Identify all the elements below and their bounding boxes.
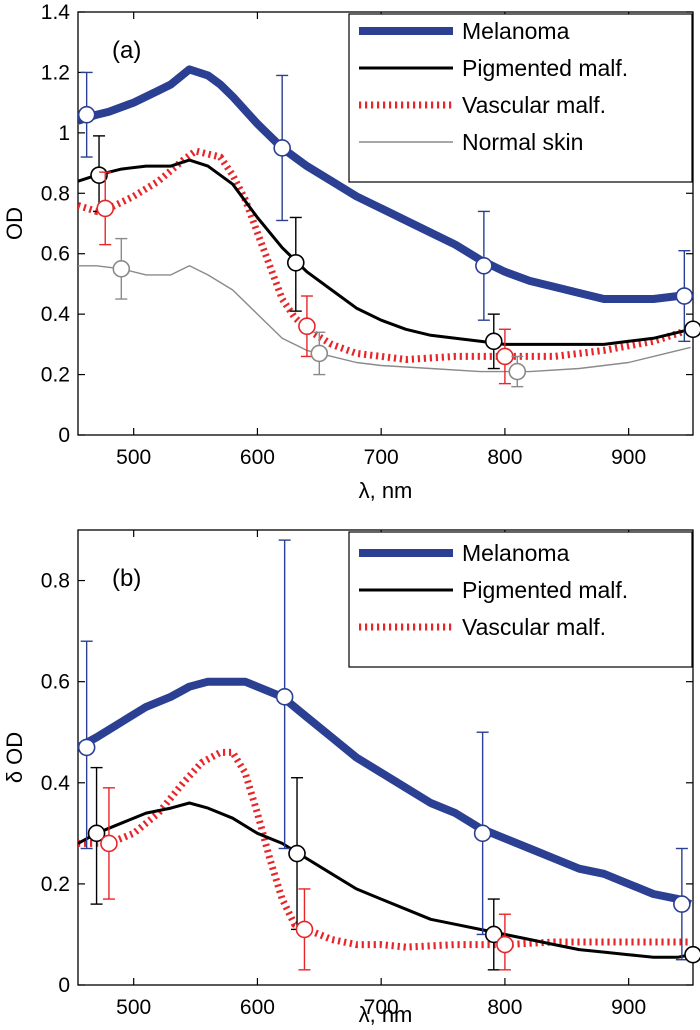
x-tick-label: 900 xyxy=(611,446,646,469)
data-point-melanoma xyxy=(273,139,291,157)
data-point-pigmented-malf xyxy=(684,320,700,339)
data-point-vascular-malf xyxy=(496,935,514,954)
data-point-melanoma xyxy=(675,287,694,305)
legend-label-melanoma: Melanoma xyxy=(462,18,570,44)
x-tick-label: 800 xyxy=(487,446,522,469)
series-line-pigmented-malf xyxy=(78,801,691,959)
x-tick-label: 600 xyxy=(240,446,275,469)
y-tick-label: 0.2 xyxy=(41,873,70,896)
panel-a-chart: 500 600 700 800 900 0 0.2 0.4 0.6 0.8 1 1.2 1.4 λ, nm… xyxy=(2,1,700,503)
data-point-vascular-malf xyxy=(298,317,316,336)
data-point-pigmented-malf xyxy=(87,824,106,843)
series-line-melanoma xyxy=(78,677,693,908)
legend-box-a xyxy=(348,13,693,183)
x-tick-label: 900 xyxy=(611,996,646,1019)
data-point-melanoma xyxy=(77,738,96,757)
x-tick-label: 700 xyxy=(364,446,399,469)
legend-label-pigmented-malf: Pigmented malf. xyxy=(462,55,628,81)
y-tick-label: 1.2 xyxy=(41,61,70,84)
series-line-pigmented-malf xyxy=(78,158,691,346)
y-tick-label: 1.4 xyxy=(41,1,71,24)
legend-label-normal-skin: Normal skin xyxy=(462,129,583,155)
y-tick-label: 0.4 xyxy=(41,303,71,326)
data-point-melanoma xyxy=(473,824,492,843)
legend-label-vascular-malf: Vascular malf. xyxy=(462,614,606,640)
data-point-vascular-malf xyxy=(100,834,118,853)
data-point-vascular-malf xyxy=(295,920,314,939)
y-tick-label: 0.2 xyxy=(41,364,70,387)
data-point-normal-skin xyxy=(310,344,329,363)
data-point-melanoma xyxy=(673,895,691,913)
y-tick-label: 0.6 xyxy=(41,671,70,694)
y-tick-label: 0 xyxy=(58,974,70,997)
y-tick-label: 0.8 xyxy=(41,570,70,593)
x-tick-label: 700 xyxy=(364,996,399,1019)
x-tick-label: 800 xyxy=(487,996,522,1019)
data-point-pigmented-malf xyxy=(484,925,503,944)
y-tick-label: 1 xyxy=(58,122,70,145)
y-axis-label: δ OD xyxy=(2,732,27,783)
y-tick-label: 0.4 xyxy=(41,772,71,795)
data-point-melanoma xyxy=(77,105,96,124)
x-axis-label: λ, nm xyxy=(359,478,413,503)
data-point-vascular-malf xyxy=(96,199,115,218)
data-point-pigmented-malf xyxy=(484,332,503,351)
panel-label-b: (b) xyxy=(112,565,141,592)
x-tick-label: 500 xyxy=(116,446,151,469)
legend-label-melanoma: Melanoma xyxy=(462,540,570,566)
x-tick-label: 500 xyxy=(116,996,151,1019)
x-axis-label: λ, nm xyxy=(359,1002,413,1027)
data-point-normal-skin xyxy=(112,260,131,278)
data-point-melanoma xyxy=(275,688,294,706)
data-point-pigmented-malf xyxy=(286,253,305,272)
legend-label-vascular-malf: Vascular malf. xyxy=(462,92,606,118)
y-tick-label: 0.8 xyxy=(41,182,70,205)
data-point-melanoma xyxy=(475,256,493,275)
x-tick-label: 600 xyxy=(240,996,275,1019)
data-point-pigmented-malf xyxy=(288,844,306,863)
data-point-pigmented-malf xyxy=(90,166,108,184)
data-point-normal-skin xyxy=(508,362,527,381)
panel-b-chart: 500 600 700 800 900 0 0.2 0.4 0.6 0.8 λ, nm δ OD (b)… xyxy=(2,529,700,1027)
data-point-vascular-malf xyxy=(496,347,514,366)
y-tick-label: 0.6 xyxy=(41,243,70,266)
panel-label-a: (a) xyxy=(112,37,141,64)
data-point-pigmented-malf xyxy=(684,945,700,964)
series-line-melanoma xyxy=(78,65,691,303)
y-axis-label: OD xyxy=(2,207,27,240)
legend-label-pigmented-malf: Pigmented malf. xyxy=(462,577,628,603)
y-tick-label: 0 xyxy=(58,424,70,447)
